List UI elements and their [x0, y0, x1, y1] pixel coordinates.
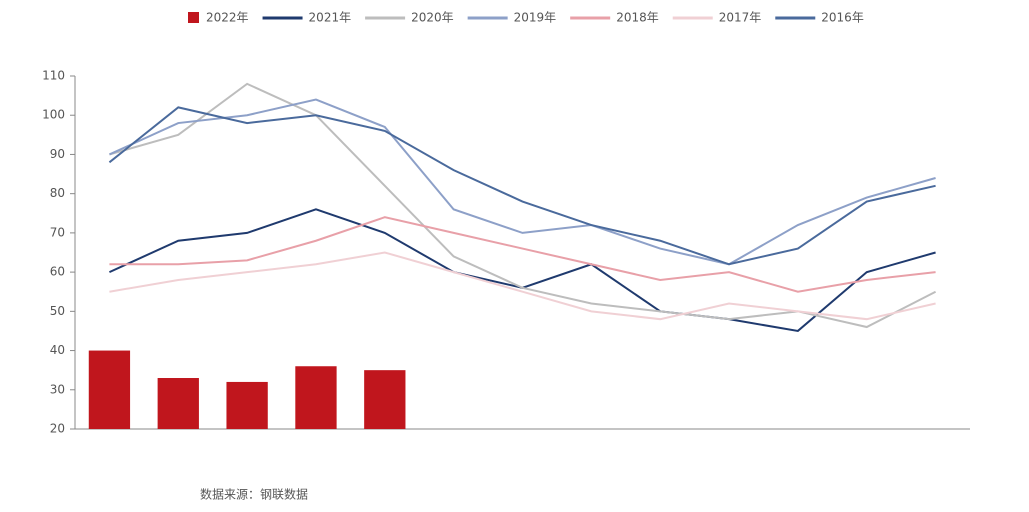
line: [109, 216, 936, 293]
bar: [295, 366, 337, 429]
y-tick-label: 40: [50, 343, 65, 357]
y-tick-label: 70: [50, 225, 65, 239]
legend-swatch: [188, 12, 199, 23]
line: [108, 106, 936, 266]
line: [109, 98, 936, 266]
y-tick-label: 50: [50, 304, 65, 318]
y-tick-label: 100: [42, 108, 65, 122]
y-tick-label: 90: [50, 147, 65, 161]
line: [109, 251, 936, 321]
bar: [226, 381, 268, 429]
source-note: 数据来源：钢联数据: [200, 487, 308, 502]
legend-label: 2020年: [411, 11, 454, 25]
legend-label: 2021年: [309, 11, 352, 25]
legend-label: 2019年: [514, 11, 557, 25]
y-tick-label: 110: [42, 69, 65, 83]
y-tick-label: 80: [50, 186, 65, 200]
y-tick-label: 30: [50, 382, 65, 396]
legend-label: 2022年: [206, 11, 249, 25]
bar: [157, 378, 199, 429]
y-tick-label: 20: [50, 422, 65, 436]
legend-label: 2016年: [821, 11, 864, 25]
bar: [364, 370, 406, 429]
y-tick-label: 60: [50, 265, 65, 279]
bar: [88, 350, 131, 429]
legend-label: 2018年: [616, 11, 659, 25]
legend-label: 2017年: [719, 11, 762, 25]
